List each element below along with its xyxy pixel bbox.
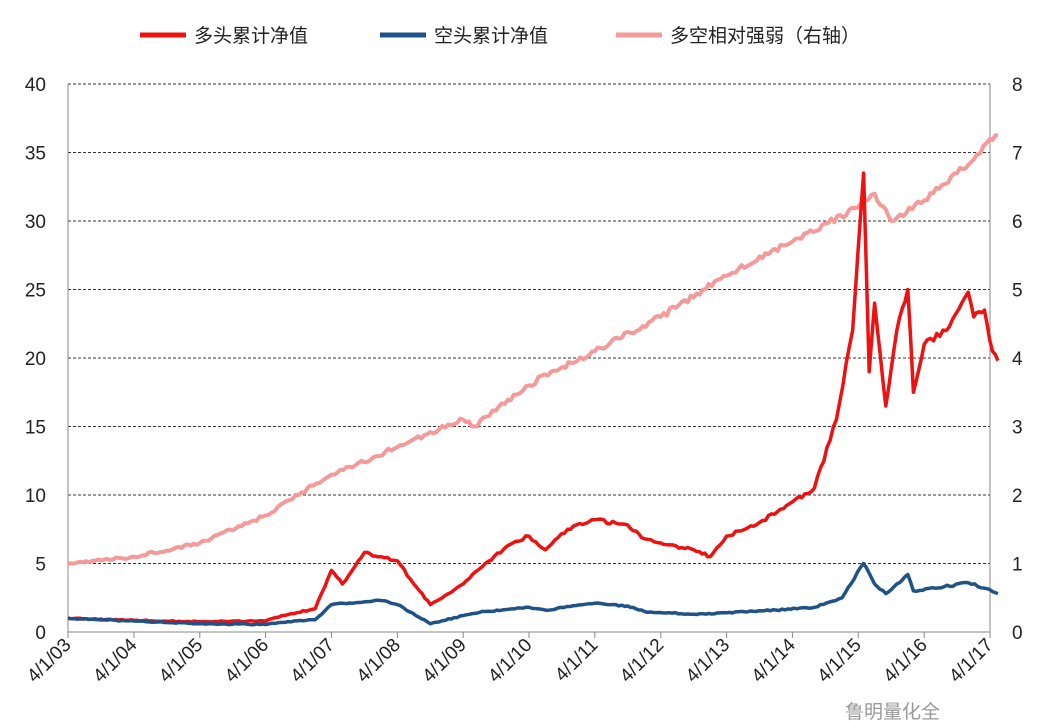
y-left-tick-label: 35 xyxy=(25,144,46,165)
y-right-tick-label: 6 xyxy=(1012,212,1023,233)
y-left-tick-label: 30 xyxy=(25,212,46,233)
x-tick-label: 4/1/17 xyxy=(945,635,997,687)
x-tick-label: 4/1/09 xyxy=(419,635,471,687)
y-right-tick-label: 3 xyxy=(1012,418,1023,439)
x-axis-ticks: 4/1/03 4/1/04 4/1/05 4/1/06 4/1/07 4/1/08 4/1/… xyxy=(23,632,998,687)
y-left-tick-label: 15 xyxy=(25,418,46,439)
x-tick-label: 4/1/10 xyxy=(484,635,536,687)
series-line-short xyxy=(67,561,999,627)
y-left-tick-label: 5 xyxy=(35,555,46,576)
x-tick-label: 4/1/16 xyxy=(880,635,932,687)
series-lines xyxy=(67,133,1000,627)
x-tick-label: 4/1/06 xyxy=(221,635,273,687)
watermark: 鲁明量化全 xyxy=(845,701,940,723)
legend-label-short: 空头累计净值 xyxy=(434,25,548,47)
y-left-tick-label: 25 xyxy=(25,281,46,302)
x-tick-label: 4/1/07 xyxy=(287,635,339,687)
y-right-tick-label: 0 xyxy=(1012,623,1023,644)
x-tick-label: 4/1/11 xyxy=(551,635,602,686)
y-right-tick-label: 2 xyxy=(1012,486,1023,507)
x-tick-label: 4/1/08 xyxy=(353,635,405,687)
series-line-long xyxy=(67,171,1000,624)
y-right-tick-label: 7 xyxy=(1012,144,1023,165)
y-axis-left-ticks: 0 5 10 15 20 25 30 35 40 xyxy=(25,75,46,644)
legend-label-relative: 多空相对强弱（右轴） xyxy=(670,25,860,47)
x-tick-label: 4/1/14 xyxy=(748,634,801,687)
legend-label-long: 多头累计净值 xyxy=(194,25,308,47)
series-line-relative xyxy=(67,133,998,566)
y-axis-right-ticks: 0 1 2 3 4 5 6 7 8 xyxy=(1012,75,1023,644)
y-left-tick-label: 10 xyxy=(25,486,46,507)
legend: 多头累计净值 空头累计净值 多空相对强弱（右轴） xyxy=(140,25,860,47)
y-left-tick-label: 40 xyxy=(25,75,46,96)
x-tick-label: 4/1/04 xyxy=(89,634,142,687)
y-right-tick-label: 4 xyxy=(1012,349,1023,370)
y-left-tick-label: 0 xyxy=(35,623,46,644)
x-tick-label: 4/1/13 xyxy=(682,635,734,687)
y-left-tick-label: 20 xyxy=(25,349,46,370)
x-tick-label: 4/1/12 xyxy=(616,635,668,687)
y-right-tick-label: 5 xyxy=(1012,281,1023,302)
x-tick-label: 4/1/05 xyxy=(155,635,207,687)
x-tick-label: 4/1/15 xyxy=(814,635,866,687)
y-right-tick-label: 1 xyxy=(1012,555,1023,576)
x-tick-label: 4/1/03 xyxy=(23,635,75,687)
y-right-tick-label: 8 xyxy=(1012,75,1023,96)
gridlines xyxy=(68,83,990,564)
